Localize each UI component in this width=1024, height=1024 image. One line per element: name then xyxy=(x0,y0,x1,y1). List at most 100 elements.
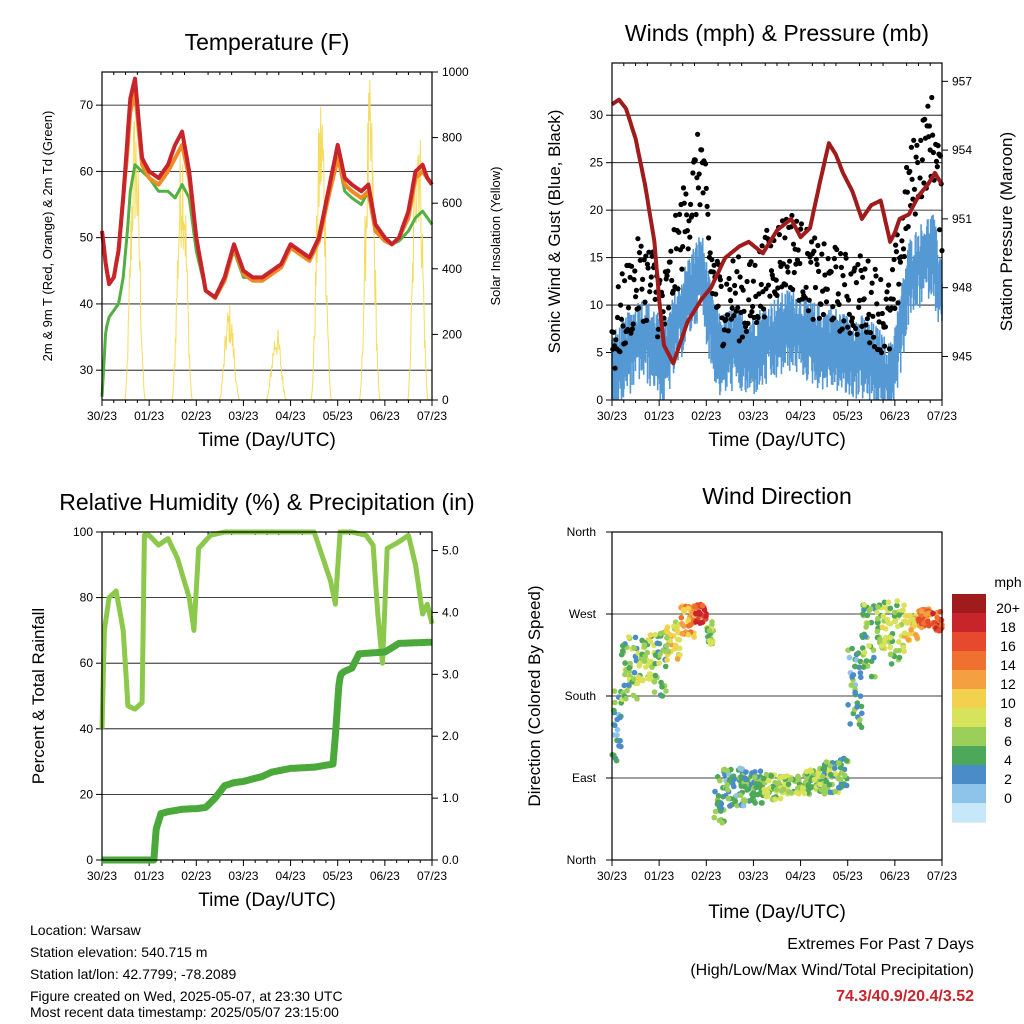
wind-gust-point xyxy=(680,185,687,191)
dir-legend-label: 14 xyxy=(1000,657,1016,673)
wind-gust-point xyxy=(904,189,911,195)
wind-gust-point xyxy=(820,311,827,318)
dir-point xyxy=(631,669,638,676)
rh-ytick-label: 60 xyxy=(80,656,94,670)
wind-gust-point xyxy=(756,291,762,297)
rh-y2tick-label: 3.0 xyxy=(442,667,459,681)
dir-point xyxy=(711,814,717,821)
dir-legend-swatch xyxy=(952,708,986,728)
wind-gust-point xyxy=(668,248,674,254)
wind-gust-point xyxy=(613,337,619,343)
dir-xlabel: Time (Day/UTC) xyxy=(708,902,846,923)
dir-point xyxy=(883,634,889,641)
wind-gust-point xyxy=(873,273,879,279)
wind-ytick-label: 20 xyxy=(590,203,604,217)
dir-point xyxy=(681,623,687,629)
dir-point xyxy=(757,768,764,774)
dir-point xyxy=(823,759,830,765)
wind-gust-point xyxy=(878,350,885,356)
wind-gust-point xyxy=(930,132,936,138)
wind-gust-point xyxy=(758,281,764,288)
dir-point xyxy=(709,619,715,625)
wind-gust-point xyxy=(700,190,706,196)
wind-gust-point xyxy=(901,253,907,260)
temp-ytick-label: 70 xyxy=(80,98,94,112)
wind-gust-point xyxy=(625,305,632,311)
wind-gust-point xyxy=(838,251,844,257)
wind-gust-point xyxy=(754,319,760,326)
dir-point xyxy=(663,643,670,649)
dir-point xyxy=(860,645,866,651)
wind-gust-point xyxy=(871,334,877,340)
wind-gust-point xyxy=(812,235,818,241)
dir-point xyxy=(854,704,860,710)
wind-gust-point xyxy=(697,202,703,208)
wind-gust-point xyxy=(746,297,752,303)
wind-gust-point xyxy=(911,186,918,192)
wind-gust-point xyxy=(860,274,866,280)
footer-elevation: Station elevation: 540.715 m xyxy=(30,944,208,960)
dir-point xyxy=(654,640,661,646)
dir-point xyxy=(740,802,747,809)
wind-gust-point xyxy=(736,338,742,344)
dir-point xyxy=(903,620,910,626)
wind-gust-point xyxy=(806,297,812,303)
dir-legend-label: 2 xyxy=(1004,771,1012,787)
wind-gust-point xyxy=(659,293,665,299)
wind-gust-point xyxy=(741,308,747,314)
dir-xtick-label: 02/23 xyxy=(691,869,721,883)
dir-point xyxy=(647,638,654,645)
wind-gust-point xyxy=(868,289,874,295)
wind-y2tick-label: 954 xyxy=(952,143,972,157)
wind-gust-point xyxy=(721,327,728,333)
wind-gust-point xyxy=(818,301,824,307)
dir-point xyxy=(860,664,867,670)
wind-gust-point xyxy=(775,285,781,291)
wind-gust-point xyxy=(704,203,710,209)
dir-point xyxy=(612,722,618,729)
wind-gust-point xyxy=(717,277,724,283)
dir-legend-label: 10 xyxy=(1000,695,1016,711)
wind-gust-point xyxy=(695,131,701,137)
wind-gust-point xyxy=(937,227,943,233)
wind-gust-point xyxy=(724,281,730,287)
wind-gust-point xyxy=(863,322,869,328)
wind-gust-point xyxy=(702,161,709,167)
dir-point xyxy=(857,693,864,699)
wind-gust-point xyxy=(617,349,623,355)
dir-legend-swatch xyxy=(952,727,986,747)
dir-point xyxy=(817,781,823,788)
wind-pressure-line xyxy=(610,97,944,366)
dir-legend-label: 20+ xyxy=(996,600,1020,616)
dir-point xyxy=(715,799,721,805)
dir-point xyxy=(724,787,731,793)
dir-point xyxy=(852,663,859,670)
dir-point xyxy=(845,702,851,708)
dir-legend-swatch xyxy=(952,803,986,823)
dir-ylabel: Direction (Colored By Speed) xyxy=(525,585,544,806)
wind-gust-point xyxy=(646,249,652,255)
wind-gust-point xyxy=(675,286,681,292)
dir-point xyxy=(776,780,782,787)
dir-point xyxy=(691,603,698,610)
wind-xtick-label: 30/23 xyxy=(597,409,627,423)
wind-ytick-label: 10 xyxy=(590,298,604,312)
wind-gust-point xyxy=(852,265,858,271)
dir-point xyxy=(657,630,664,637)
dir-point xyxy=(819,773,826,780)
wind-gust-point xyxy=(632,268,638,274)
dir-point xyxy=(861,649,868,656)
wind-gust-point xyxy=(747,313,753,319)
dir-point xyxy=(631,676,637,682)
dir-point xyxy=(617,737,623,744)
dir-point xyxy=(651,689,658,695)
dir-point xyxy=(848,682,855,688)
dir-xtick-label: 04/23 xyxy=(786,869,816,883)
dir-point xyxy=(779,774,786,780)
dir-point xyxy=(852,689,858,696)
wind-gust-point xyxy=(798,221,805,227)
dir-point xyxy=(715,793,722,799)
dir-point xyxy=(724,768,730,774)
rh-xlabel: Time (Day/UTC) xyxy=(198,890,336,911)
wind-gust-point xyxy=(834,246,840,253)
